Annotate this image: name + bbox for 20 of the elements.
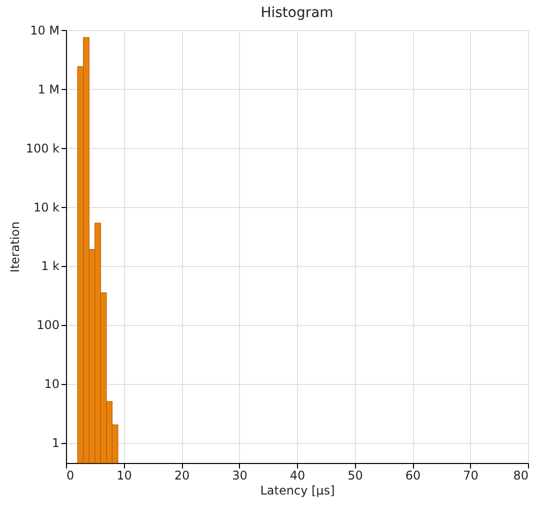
x-tick-label: 10 (116, 468, 132, 482)
x-tick-label: 30 (232, 468, 248, 482)
y-axis-title: Iteration (8, 222, 22, 272)
y-tick-label: 1 k (41, 259, 60, 274)
x-tick-label: 60 (405, 468, 421, 482)
x-axis-title: Latency [µs] (260, 484, 335, 498)
x-tick-label: 20 (174, 468, 190, 482)
x-tick-label: 80 (513, 468, 528, 482)
y-tick-label: 100 k (26, 141, 60, 156)
y-tick-label: 10 k (33, 200, 60, 214)
x-tick-label: 40 (290, 468, 306, 482)
y-tick-label: 10 (44, 377, 60, 392)
y-tick-label: 10 M (30, 24, 60, 38)
chart-title: Histogram (260, 5, 334, 21)
y-tick-label: 1 M (38, 82, 60, 96)
x-tick-label: 50 (348, 468, 363, 482)
x-tick-label: 0 (66, 468, 74, 482)
y-tick-label: 100 (36, 318, 60, 332)
y-tick-label: 1 (52, 436, 60, 450)
x-tick-label: 70 (463, 468, 478, 482)
